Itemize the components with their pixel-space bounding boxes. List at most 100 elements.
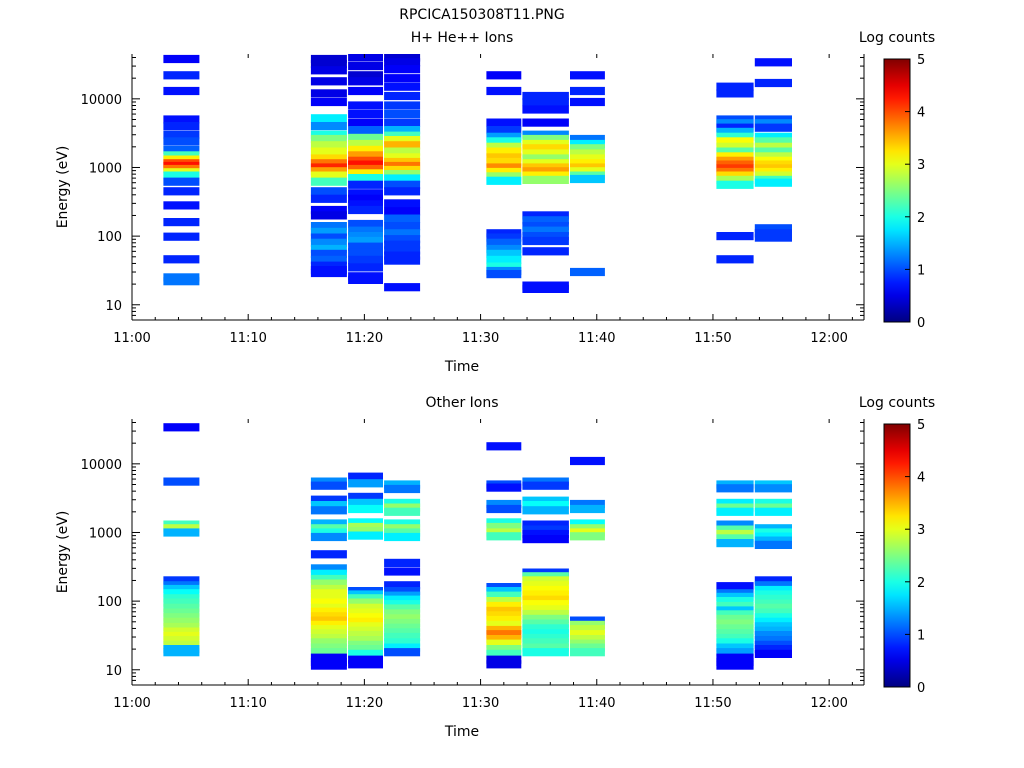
heatmap-cell <box>570 620 605 629</box>
heatmap-cell <box>486 163 522 172</box>
heatmap-cell <box>716 643 754 652</box>
heatmap-cell <box>522 529 569 539</box>
heatmap-cell <box>754 645 792 654</box>
heatmap-cell <box>348 263 383 272</box>
heatmap-cell <box>310 255 347 264</box>
heatmap-cell <box>163 477 200 486</box>
heatmap-cell <box>522 633 569 643</box>
heatmap-cell <box>754 229 792 238</box>
heatmap-cell <box>716 619 754 628</box>
heatmap-cell <box>570 154 605 163</box>
heatmap-cell <box>570 167 605 176</box>
heatmap-cell <box>310 167 347 176</box>
heatmap-cell <box>486 238 522 247</box>
y-tick-label: 100 <box>97 230 122 245</box>
heatmap-cell <box>486 86 522 96</box>
heatmap-cell <box>486 630 522 639</box>
heatmap-cell <box>348 640 383 649</box>
heatmap-cell <box>348 189 383 198</box>
heatmap-cell <box>716 484 754 493</box>
heatmap-cell <box>310 134 347 144</box>
heatmap-cell <box>522 535 569 544</box>
heatmap-cell <box>384 58 421 67</box>
heatmap-cell <box>384 638 421 647</box>
heatmap-cell <box>384 126 421 135</box>
heatmap-cell <box>486 244 522 254</box>
heatmap-cell <box>486 167 522 177</box>
heatmap-cell <box>384 170 421 179</box>
heatmap-cell <box>348 655 383 664</box>
heatmap-cell <box>348 479 383 488</box>
colorbar-tick-label: 0 <box>917 681 925 696</box>
heatmap-cell <box>163 130 200 139</box>
panel-title: Other Ions <box>425 395 498 411</box>
heatmap-cell <box>163 177 200 186</box>
heatmap-cell <box>716 232 754 241</box>
heatmap-cell <box>716 171 754 180</box>
heatmap-cell <box>486 270 522 279</box>
y-tick-label: 10 <box>105 299 122 314</box>
heatmap-cell <box>486 606 522 615</box>
heatmap-cell <box>310 569 347 578</box>
heatmap-cell <box>716 614 754 623</box>
heatmap-cell <box>310 66 347 75</box>
heatmap-cell <box>754 123 792 132</box>
heatmap-cell <box>716 520 754 529</box>
heatmap-cell <box>716 180 754 189</box>
heatmap-cell <box>348 71 383 80</box>
heatmap-cell <box>384 628 421 637</box>
heatmap-cell <box>384 131 421 140</box>
heatmap-cell <box>570 149 605 158</box>
heatmap-cell <box>310 648 347 657</box>
heatmap-cell <box>163 608 200 617</box>
heatmap-cell <box>384 235 421 244</box>
heatmap-cell <box>163 423 200 432</box>
heatmap-cell <box>310 501 347 510</box>
heatmap-cell <box>570 504 605 514</box>
y-tick-label: 100 <box>97 595 122 610</box>
heatmap-cell <box>570 456 605 466</box>
heatmap-cell <box>384 207 421 216</box>
heatmap-cell <box>486 518 522 527</box>
heatmap-cell <box>716 529 754 539</box>
colorbar-tick-label: 3 <box>917 158 925 173</box>
colorbar-tick-label: 1 <box>917 263 925 278</box>
heatmap-cell <box>754 132 792 141</box>
heatmap-cell <box>310 194 347 203</box>
x-tick-label: 11:10 <box>229 696 266 711</box>
heatmap-cell <box>163 232 200 241</box>
heatmap-cell <box>716 633 754 643</box>
heatmap-cell <box>348 180 383 189</box>
heatmap-cell <box>486 137 522 146</box>
heatmap-cell <box>310 643 347 652</box>
heatmap-cell <box>384 222 421 231</box>
heatmap-cell <box>310 54 347 64</box>
heatmap-cell <box>163 598 200 607</box>
heatmap-cell <box>754 536 792 545</box>
colorbar-tick-label: 2 <box>917 211 925 226</box>
heatmap-cell <box>348 531 383 540</box>
heatmap-cell <box>754 540 792 549</box>
y-axis-label: Energy (eV) <box>55 511 71 594</box>
heatmap-cell <box>163 648 200 657</box>
heatmap-cell <box>384 141 421 150</box>
heatmap-cell <box>348 248 383 257</box>
heatmap-cell <box>310 159 347 168</box>
colorbar <box>883 423 911 688</box>
heatmap-cell <box>348 232 383 241</box>
heatmap-cell <box>310 524 347 533</box>
heatmap-cell <box>716 534 754 543</box>
heatmap-cell <box>348 62 383 71</box>
heatmap-cell <box>522 167 569 176</box>
heatmap-cell <box>570 144 605 153</box>
heatmap-cell <box>754 613 792 622</box>
heatmap-cell <box>486 587 522 596</box>
heatmap-cell <box>163 584 200 594</box>
heatmap-cell <box>384 91 421 101</box>
heatmap-cell <box>310 653 347 662</box>
heatmap-cell <box>486 255 522 264</box>
heatmap-cell <box>716 638 754 647</box>
panel-title: H+ He++ Ions <box>411 30 514 46</box>
heatmap-cell <box>384 595 421 604</box>
